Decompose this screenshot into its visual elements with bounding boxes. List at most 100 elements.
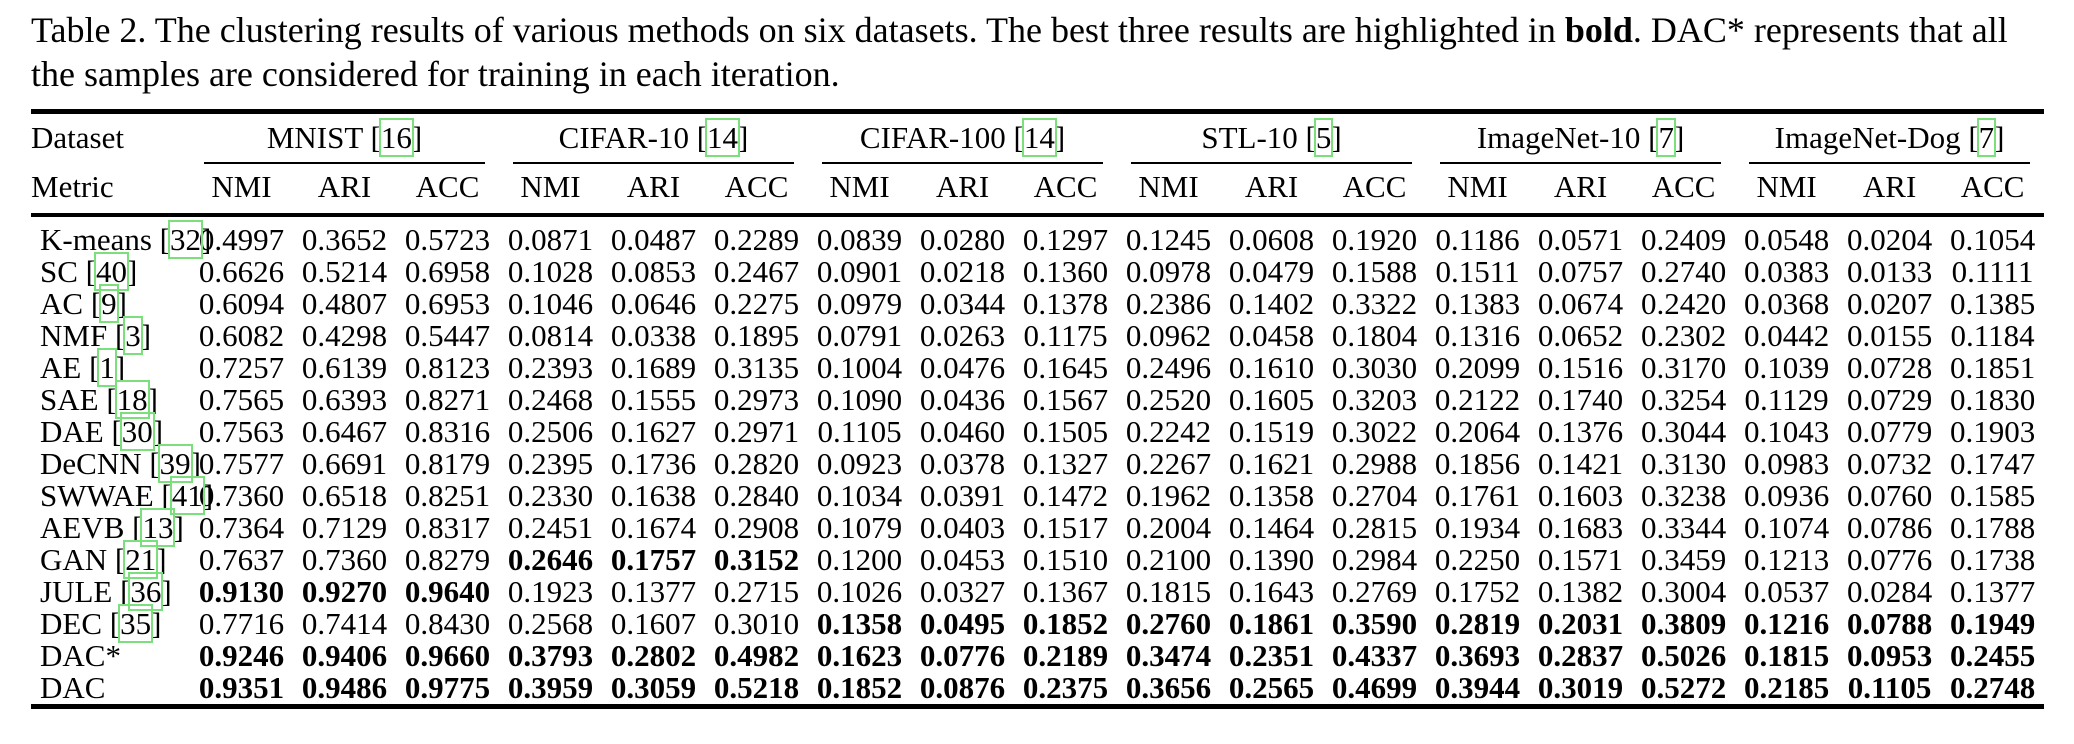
value-cell: 0.0403 [919,510,1006,545]
value-cell: 0.1852 [816,670,903,705]
value-cell: 0.1674 [610,510,697,545]
value-cell: 0.1421 [1537,446,1624,481]
metric-header-nmi: NMI [520,169,581,204]
citation-link[interactable]: 14 [1021,118,1057,157]
method-cell: AC [9] [40,284,127,323]
value-cell: 0.7637 [198,542,285,577]
citation-link[interactable]: 32 [167,220,203,259]
table-head: Dataset MNIST [16] CIFAR-10 [14] CIFAR-100 … [31,112,2045,215]
citation-link[interactable]: 9 [99,284,119,323]
value-cell: 0.1645 [1022,350,1109,385]
value-cell: 0.1747 [1949,446,2036,481]
value-cell: 0.1761 [1434,478,1521,513]
value-cell: 0.2988 [1331,446,1418,481]
value-cell: 0.1923 [507,574,594,609]
value-cell: 0.3344 [1640,510,1727,545]
value-cell: 0.1804 [1331,318,1418,353]
citation-link[interactable]: 30 [119,412,155,451]
value-cell: 0.9130 [198,574,285,609]
method-cell: GAN [21] [40,540,167,579]
citation-link[interactable]: 7 [1976,118,1997,157]
value-cell: 0.2395 [507,446,594,481]
value-cell: 0.0571 [1537,222,1624,257]
citation-link[interactable]: 3 [123,316,143,355]
page: Table 2. The clustering results of vario… [0,8,2074,709]
value-cell: 0.7364 [198,510,285,545]
value-cell: 0.6393 [301,382,388,417]
value-cell: 0.2837 [1537,638,1624,673]
citation-link[interactable]: 13 [140,508,176,547]
metric-header-nmi: NMI [1138,169,1199,204]
value-cell: 0.0155 [1846,318,1933,353]
method-cell: NMF [3] [40,316,152,355]
value-cell: 0.1402 [1228,286,1315,321]
value-cell: 0.7257 [198,350,285,385]
citation-link[interactable]: 1 [97,348,117,387]
value-cell: 0.0487 [610,222,697,257]
value-cell: 0.8123 [404,350,491,385]
citation-link[interactable]: 39 [157,444,193,483]
value-cell: 0.0791 [816,318,903,353]
citation-link[interactable]: 40 [94,252,129,291]
value-cell: 0.0204 [1846,222,1933,257]
citation-link[interactable]: 21 [123,540,159,579]
value-cell: 0.0495 [919,606,1006,641]
value-cell: 0.1105 [1847,670,1932,705]
value-cell: 0.1627 [610,414,697,449]
value-cell: 0.3793 [507,638,594,673]
value-cell: 0.4982 [713,638,800,673]
citation-link[interactable]: 5 [1313,118,1334,157]
citation-link[interactable]: 36 [128,572,164,611]
value-cell: 0.0729 [1846,382,1933,417]
table-row-aevb: AEVB [13] 0.7364 0.7129 0.8317 0.2451 0.1674 0… [31,508,2044,547]
citation-link[interactable]: 14 [705,118,741,157]
value-cell: 0.1585 [1949,478,2036,513]
value-cell: 0.1377 [1949,574,2036,609]
value-cell: 0.1213 [1743,542,1830,577]
citation-link[interactable]: 41 [169,476,205,515]
value-cell: 0.2520 [1125,382,1212,417]
table-row-dae: DAE [30] 0.7563 0.6467 0.8316 0.2506 0.1627 0.… [31,412,2044,451]
metric-header-acc: ACC [1960,169,2025,204]
value-cell: 0.2748 [1949,670,2036,705]
value-cell: 0.0263 [919,318,1006,353]
method-cell: DAC* [40,638,121,673]
value-cell: 0.1382 [1537,574,1624,609]
dataset-name: ImageNet-10 [7] [1476,118,1685,157]
method-cell: JULE [36] [40,572,172,611]
value-cell: 0.1004 [816,350,903,385]
group-rule [513,162,795,164]
metric-header-acc: ACC [1342,169,1407,204]
table-row-ae: AE [1] 0.7257 0.6139 0.8123 0.2393 0.1689 0.31… [31,348,2044,387]
value-cell: 0.6691 [301,446,388,481]
value-cell: 0.1757 [610,542,697,577]
citation-link[interactable]: 18 [114,380,150,419]
citation-link[interactable]: 35 [118,604,154,643]
value-cell: 0.2971 [713,414,800,449]
method-cell: AEVB [13] [40,508,184,547]
value-cell: 0.1464 [1228,510,1315,545]
group-rule [1440,162,1722,164]
value-cell: 0.0876 [919,670,1006,705]
value-cell: 0.0776 [1846,542,1933,577]
value-cell: 0.3238 [1640,478,1727,513]
value-cell: 0.1090 [816,382,903,417]
value-cell: 0.1752 [1434,574,1521,609]
value-cell: 0.2275 [713,286,800,321]
value-cell: 0.4997 [198,222,285,257]
value-cell: 0.1623 [816,638,903,673]
value-cell: 0.0378 [919,446,1006,481]
method-cell: DAE [30] [40,412,164,451]
value-cell: 0.7716 [198,606,285,641]
group-rule [1131,162,1413,164]
value-cell: 0.1683 [1537,510,1624,545]
value-cell: 0.1903 [1949,414,2036,449]
value-cell: 0.2840 [713,478,800,513]
metric-header-nmi: NMI [1447,169,1508,204]
value-cell: 0.6082 [198,318,285,353]
value-cell: 0.0338 [610,318,697,353]
citation-link[interactable]: 16 [378,118,414,157]
value-cell: 0.2100 [1125,542,1212,577]
dataset-header-imagenet-dog: ImageNet-Dog [7] [1735,112,2044,164]
citation-link[interactable]: 7 [1656,118,1676,157]
